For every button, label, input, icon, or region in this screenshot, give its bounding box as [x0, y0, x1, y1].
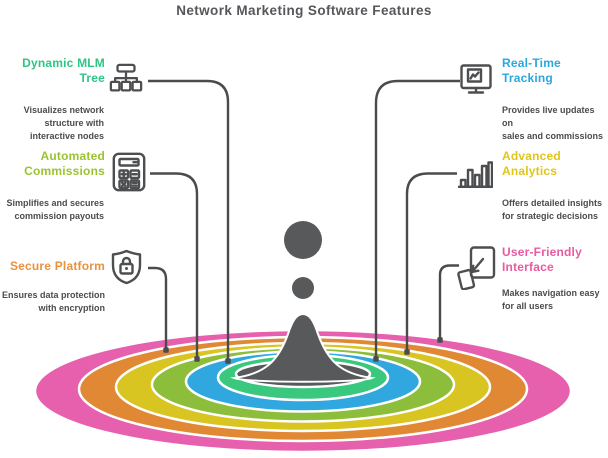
droplet-large [284, 221, 322, 259]
splash-mound [230, 312, 376, 383]
feature-desc-advanced-analytics: Offers detailed insights for strategic d… [502, 198, 603, 221]
feature-title-dynamic-mlm-tree: Dynamic MLM Tree [22, 56, 105, 85]
devices-icon [456, 246, 496, 290]
feature-desc-secure-platform: Ensures data protection with encryption [1, 290, 105, 313]
feature-desc-user-friendly-interface: Makes navigation easy for all users [502, 288, 600, 311]
dot-automated-commissions [194, 356, 200, 362]
connector-dots [163, 337, 443, 364]
page-title: Network Marketing Software Features [176, 3, 432, 18]
feature-desc-dynamic-mlm-tree: Visualizes network structure with intera… [23, 105, 104, 141]
connector-user-friendly [438, 264, 459, 340]
dot-real-time-tracking [373, 356, 379, 362]
org-tree-icon [107, 63, 145, 97]
connector-secure-platform [148, 266, 168, 350]
feature-title-real-time-tracking: Real-Time Tracking [502, 56, 561, 85]
connector-lines [148, 79, 460, 361]
feature-title-automated-commissions: Automated Commissions [24, 149, 105, 178]
feature-desc-automated-commissions: Simplifies and secures commission payout… [6, 198, 104, 221]
connector-real-time-tracking [374, 79, 460, 359]
feature-title-advanced-analytics: Advanced Analytics [502, 149, 561, 178]
feature-title-secure-platform: Secure Platform [9, 259, 105, 273]
bar-chart-icon [458, 161, 493, 188]
shield-lock-icon [110, 249, 143, 285]
dot-secure-platform [163, 347, 169, 353]
dot-user-friendly [437, 337, 443, 343]
dot-advanced-analytics [404, 349, 410, 355]
calculator-icon [112, 152, 146, 192]
droplet-small [292, 277, 314, 299]
connector-dynamic-mlm-tree [148, 79, 230, 361]
feature-desc-real-time-tracking: Provides live updates on sales and commi… [502, 105, 604, 141]
connector-advanced-analytics [405, 172, 457, 352]
feature-title-user-friendly-interface: User-Friendly Interface [502, 245, 582, 274]
dot-dynamic-mlm-tree [225, 358, 231, 364]
monitor-chart-icon [460, 64, 492, 97]
connector-automated-commissions [150, 172, 199, 359]
